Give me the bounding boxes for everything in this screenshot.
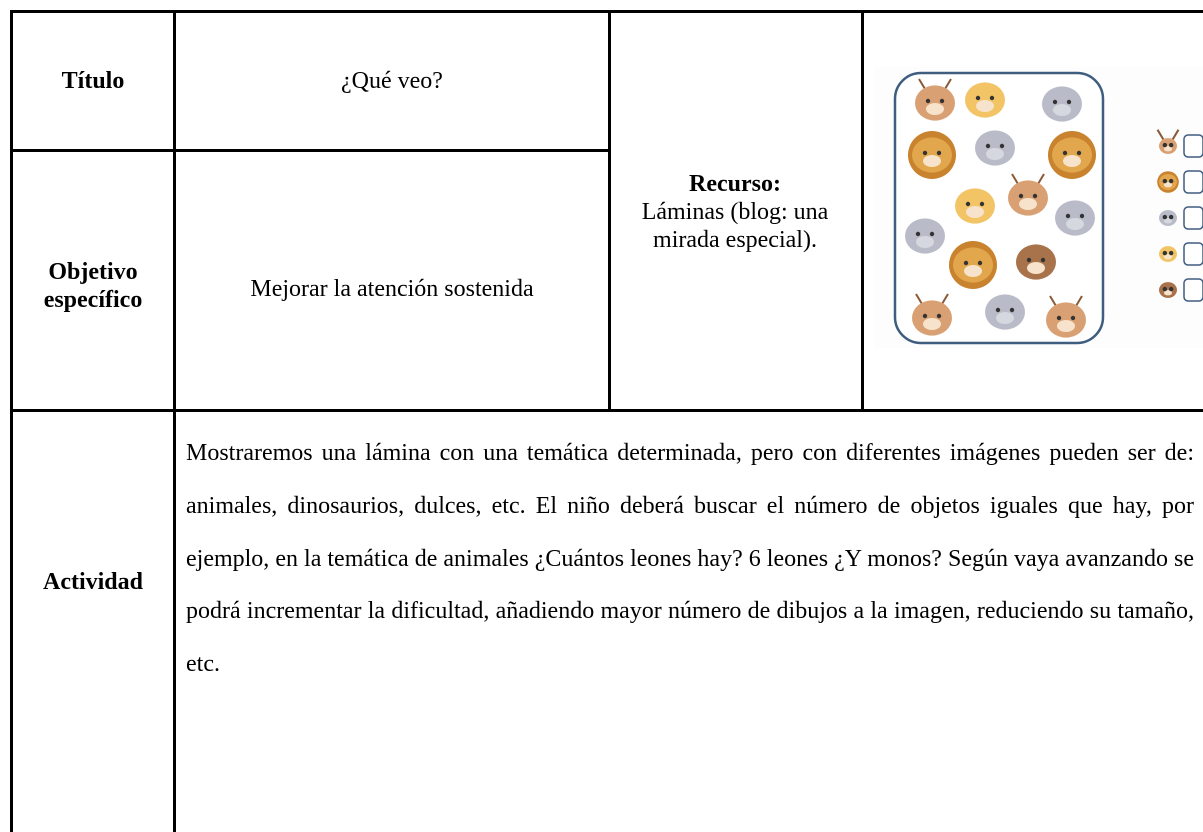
eye [1162,214,1168,220]
muzzle [1019,198,1037,210]
antler [1049,295,1083,307]
antler [918,78,952,90]
muzzle [923,155,941,167]
eye [1162,178,1168,184]
border [608,10,611,411]
eye [999,143,1005,149]
eye [939,98,945,104]
eye [989,95,995,101]
eye [963,260,969,266]
muzzle [916,236,934,248]
eye [995,307,1001,313]
border [10,10,1203,13]
eye [1018,193,1024,199]
eye [979,201,985,207]
antler [1156,129,1180,141]
muzzle [966,206,984,218]
label: Recurso: [689,171,781,197]
eye [1066,99,1072,105]
eye [977,260,983,266]
muzzle [1027,262,1045,274]
eye [965,201,971,207]
eye [1162,250,1168,256]
border [10,10,13,832]
eye [1168,214,1174,220]
muzzle [1163,218,1173,224]
paragraph: Mostraremos una lámina con una temática … [186,440,1194,678]
eye [1040,257,1046,263]
eye [1162,286,1168,292]
muzzle [1057,320,1075,332]
eye [1076,150,1082,156]
border [861,10,864,411]
muzzle [1163,254,1173,260]
muzzle [1066,218,1084,230]
checkbox [1183,278,1203,302]
resource-cell: Recurso: Láminas (blog: una mirada espec… [618,170,852,254]
eye [1065,213,1071,219]
border [173,10,176,832]
muzzle [1063,155,1081,167]
eye [929,231,935,237]
eye [1168,142,1174,148]
antler [1011,173,1045,185]
muzzle [986,148,1004,160]
muzzle [1163,182,1173,188]
eye [925,98,931,104]
border [10,149,610,152]
eye [1026,257,1032,263]
antler [915,293,949,305]
checkbox [1183,134,1203,158]
label: Actividad [42,569,143,595]
value: ¿Qué veo? [341,68,443,94]
muzzle [1053,104,1071,116]
muzzle [1163,290,1173,296]
muzzle [1163,146,1173,152]
eye [915,231,921,237]
value: Láminas (blog: una mirada especial). [641,199,829,253]
eye [936,313,942,319]
eye [1052,99,1058,105]
eye [1168,286,1174,292]
eye [1062,150,1068,156]
checkbox [1183,242,1203,266]
border [10,409,1203,412]
checkbox [1183,170,1203,194]
label: Título [61,68,125,94]
face [1159,246,1177,262]
value: Mejorar la atención sostenida [250,275,534,302]
label: Objetivo específico [43,258,143,313]
eye [1056,315,1062,321]
muzzle [976,100,994,112]
face [1159,282,1177,298]
muzzle [923,318,941,330]
eye [985,143,991,149]
eye [936,150,942,156]
eye [1009,307,1015,313]
eye [1168,178,1174,184]
eye [1168,250,1174,256]
eye [922,313,928,319]
muzzle [964,265,982,277]
muzzle [996,312,1014,324]
eye [975,95,981,101]
eye [1070,315,1076,321]
eye [1162,142,1168,148]
eye [922,150,928,156]
eye [1079,213,1085,219]
eye [1032,193,1038,199]
checkbox [1183,206,1203,230]
muzzle [926,103,944,115]
